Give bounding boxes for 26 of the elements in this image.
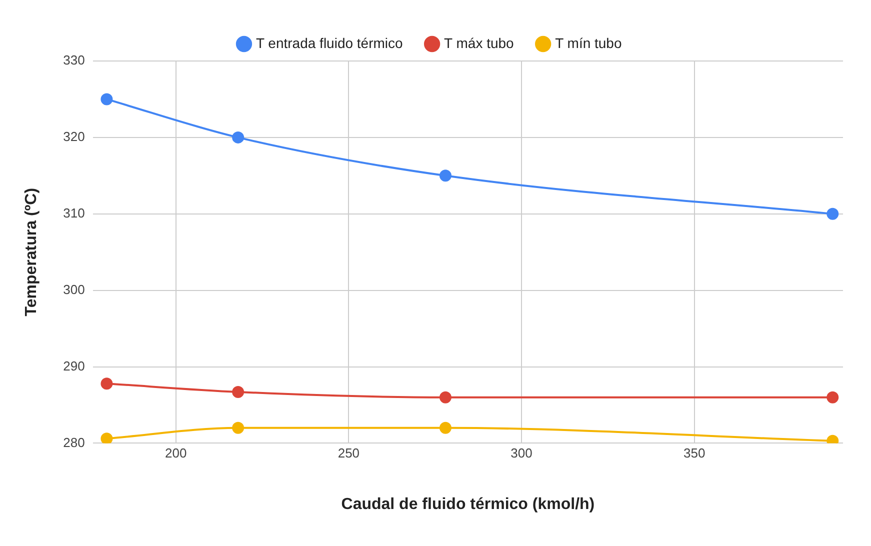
point [826,391,839,404]
x-tick-label: 350 [684,446,706,461]
x-axis-title: Caudal de fluido térmico (kmol/h) [341,496,595,513]
x-tick-label: 250 [338,446,360,461]
x-tick-label: 300 [510,446,532,461]
point [439,391,452,404]
point [232,386,244,398]
y-tick-label: 300 [63,282,85,297]
y-tick-label: 310 [63,205,85,220]
point [232,422,244,434]
y-tick-label: 320 [63,129,85,144]
y-axis-title: Temperatura (ºC) [23,188,40,316]
point [439,170,452,182]
y-tick-label: 330 [63,52,85,68]
point [232,131,244,144]
x-tick-label: 200 [165,446,187,461]
point [439,422,452,434]
legend-label: T entrada fluido térmico [256,34,404,51]
y-tick-label: 280 [63,434,85,450]
point [100,378,113,390]
point [100,93,113,106]
y-tick-label: 290 [63,358,85,374]
point [826,208,839,220]
legend-label: T máx tubo [444,34,514,51]
legend-label: T mín tubo [555,34,622,51]
point [100,432,113,444]
